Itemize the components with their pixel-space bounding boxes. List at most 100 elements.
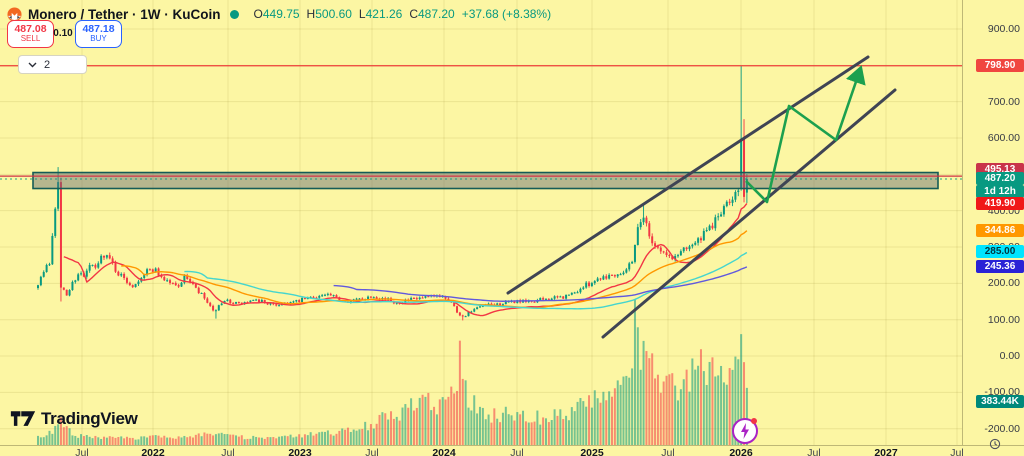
volume-bar	[332, 435, 335, 445]
candle-body	[59, 182, 62, 288]
candle-body	[717, 216, 720, 218]
candle-body	[550, 298, 553, 301]
volume-bar	[255, 436, 258, 445]
volume-bar	[51, 433, 54, 445]
volume-bar	[636, 327, 639, 445]
candle-body	[177, 285, 180, 287]
volume-bar	[404, 404, 407, 445]
price-axis[interactable]: 900.00800.00700.00600.00500.00400.00300.…	[962, 0, 1024, 445]
candle-body	[565, 294, 568, 299]
candle-body	[424, 296, 427, 298]
candle-body	[737, 190, 740, 193]
volume-bar	[579, 398, 582, 445]
volume-bar	[125, 436, 128, 445]
candle-body	[240, 302, 243, 305]
volume-bar	[283, 435, 286, 445]
volume-bar	[697, 365, 700, 445]
ohlc-value: 487.20	[417, 7, 455, 21]
candle-body	[467, 311, 470, 317]
ohlc-value: 421.26	[365, 7, 403, 21]
volume-bar	[478, 406, 481, 445]
trendline[interactable]	[506, 55, 870, 295]
symbol-title[interactable]: Monero / Tether · 1W · KuCoin	[28, 6, 221, 22]
projection-zigzag-arrow[interactable]	[745, 65, 866, 204]
volume-bar	[252, 435, 255, 445]
candle-body	[80, 273, 83, 275]
candle-body	[631, 261, 634, 264]
price-chart-canvas[interactable]	[0, 0, 962, 445]
volume-bar	[392, 418, 395, 445]
candle-body	[111, 258, 114, 264]
ma-mid-line[interactable]	[121, 230, 748, 309]
sell-label: SELL	[20, 34, 41, 44]
volume-bar	[80, 434, 83, 445]
volume-bar	[441, 397, 444, 445]
volume-bar	[685, 369, 688, 445]
candle-body	[85, 270, 88, 277]
volume-bar	[677, 400, 680, 445]
candle-body	[203, 292, 206, 299]
trendline[interactable]	[601, 88, 897, 339]
volume-bar	[289, 434, 292, 445]
volume-bar	[77, 437, 80, 445]
candle-body	[369, 296, 372, 298]
volume-bar	[306, 435, 309, 445]
ohlc-value: 449.75	[262, 7, 300, 21]
object-tree-toggle[interactable]: 2	[18, 55, 87, 74]
volume-bar	[565, 415, 568, 445]
volume-bar	[111, 436, 114, 445]
volume-bar	[286, 436, 289, 445]
candle-body	[146, 269, 149, 275]
volume-bar	[263, 438, 266, 445]
candle-body	[57, 182, 60, 209]
volume-bar	[335, 433, 338, 445]
candle-body	[444, 296, 447, 299]
candle-body	[559, 296, 562, 298]
candle-body	[501, 304, 504, 306]
candle-body	[65, 289, 68, 296]
time-axis[interactable]: Jul 2022 Jul 2023 Jul 2024 Jul 2025 Jul 2026 Jul 20…	[0, 445, 1024, 456]
volume-bar	[303, 434, 306, 445]
candle-body	[582, 287, 585, 289]
volume-bar	[312, 435, 315, 445]
flash-trade-button[interactable]	[732, 418, 758, 444]
ma-fast-line[interactable]	[63, 203, 748, 317]
ma-slow-line[interactable]	[184, 251, 748, 310]
tradingview-logo[interactable]: TradingView	[10, 409, 138, 429]
volume-bar	[688, 391, 691, 445]
candle-body	[679, 251, 682, 256]
session-clock-icon[interactable]	[989, 437, 1001, 455]
supply-zone-rectangle[interactable]	[32, 171, 939, 190]
market-status-dot-icon	[229, 9, 239, 19]
ma-long-line[interactable]	[333, 266, 748, 302]
lightning-icon	[741, 423, 749, 439]
volume-bar	[737, 359, 740, 445]
volume-bar	[169, 437, 172, 445]
candle-body	[48, 264, 51, 266]
candle-body	[100, 255, 103, 264]
volume-bar	[544, 418, 547, 445]
volume-bar	[134, 439, 137, 445]
volume-bar	[105, 437, 108, 445]
candle-body	[338, 297, 341, 301]
volume-bar	[410, 398, 413, 445]
volume-bar	[694, 369, 697, 445]
candle-body	[151, 269, 154, 272]
candle-body	[209, 302, 212, 306]
volume-bar	[369, 424, 372, 445]
volume-bar	[484, 419, 487, 445]
candle-body	[470, 311, 473, 313]
candle-body	[42, 272, 45, 277]
volume-bar	[496, 418, 499, 445]
candle-body	[232, 303, 235, 305]
candle-body	[183, 275, 186, 283]
volume-bar	[573, 411, 576, 445]
candle-body	[668, 255, 671, 257]
volume-bar	[209, 433, 212, 445]
buy-button[interactable]: 487.18 BUY	[75, 20, 122, 48]
volume-bar	[341, 428, 344, 445]
sell-button[interactable]: 487.08 SELL	[7, 20, 54, 48]
volume-bar	[656, 374, 659, 445]
monero-logo-icon	[7, 6, 22, 22]
candle-body	[355, 298, 358, 300]
